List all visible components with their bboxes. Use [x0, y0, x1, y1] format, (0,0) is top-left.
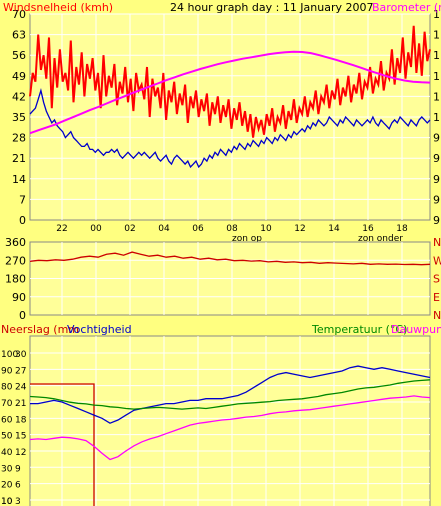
humidity-tick-label: 20 — [1, 481, 13, 491]
rain-tick-label: 27 — [15, 366, 26, 376]
direction-tick-label: 360 — [5, 236, 26, 249]
hour-tick-label: 08 — [226, 224, 238, 234]
direction-grid — [30, 242, 430, 315]
hour-tick-label: 06 — [192, 224, 204, 234]
humidity-tick-label: 10 — [1, 497, 13, 506]
barometer-tick-label: 1 — [433, 70, 440, 83]
compass-tick-label: N — [433, 309, 441, 322]
hour-tick-label: 10 — [260, 224, 272, 234]
barometer-tick-label: 9 — [433, 152, 440, 165]
barometer-tick-label: 9 — [433, 173, 440, 186]
hour-tick-label: 12 — [294, 224, 305, 234]
hour-tick-label: 00 — [90, 224, 102, 234]
chart-title: 24 hour graph day : 11 January 2007 — [170, 1, 374, 14]
hour-tick-label: 18 — [396, 224, 408, 234]
humidity-tick-label: 90 — [1, 366, 13, 376]
barometer-tick-label: 1 — [433, 49, 440, 62]
rain-tick-label: 12 — [15, 448, 26, 458]
dewpoint-axis-label: Dauwpunt — [391, 323, 441, 336]
rain-axis-label: Neerslag (mm — [1, 323, 79, 336]
direction-tick-label: 0 — [19, 309, 26, 322]
direction-tick-label: 180 — [5, 273, 26, 286]
wind-barometer-chart: 0 7 14 21 28 35 42 49 56 63 70 22 00 02 04 06 08 10 12 14 1… — [3, 1, 441, 244]
barometer-tick-label: 1 — [433, 29, 440, 42]
wind-x-tick-labels: 22 00 02 04 06 08 10 12 14 16 18 — [56, 224, 408, 234]
wind-tick-label: 56 — [12, 49, 26, 62]
wind-direction-line — [29, 251, 431, 266]
dewpoint-line — [29, 395, 431, 461]
compass-tick-label: N — [433, 236, 441, 249]
rain-tick-label: 6 — [15, 481, 21, 491]
humidity-tick-label: 40 — [1, 448, 13, 458]
barometer-axis-label: Barometer (mb — [372, 1, 441, 14]
barometer-line — [29, 50, 431, 135]
compass-tick-label: S — [433, 273, 440, 286]
temperature-line — [29, 379, 431, 410]
wind-tick-label: 7 — [19, 193, 26, 206]
wind-tick-label: 42 — [12, 90, 26, 103]
humidity-tick-label: 30 — [1, 464, 13, 474]
rain-tick-label: 30 — [15, 350, 27, 360]
wind-gust-line — [29, 25, 431, 138]
wind-tick-label: 0 — [19, 214, 26, 227]
hour-tick-label: 04 — [158, 224, 170, 234]
barometer-tick-label: 1 — [433, 111, 440, 124]
rain-tick-label: 15 — [15, 432, 26, 442]
wind-tick-label: 63 — [12, 29, 26, 42]
barometer-tick-labels: 9 9 9 9 9 1 1 1 1 1 1 — [433, 8, 440, 227]
rain-tick-label: 9 — [15, 464, 21, 474]
barometer-tick-label: 9 — [433, 132, 440, 145]
barometer-tick-label: 9 — [433, 193, 440, 206]
direction-tick-label: 90 — [12, 291, 26, 304]
wind-average-line — [29, 87, 431, 169]
humidity-line — [30, 365, 431, 424]
wind-tick-label: 70 — [12, 8, 26, 21]
barometer-tick-label: 9 — [433, 214, 440, 227]
wind-axis-label: Windsnelheid (kmh) — [3, 1, 113, 14]
rain-line — [30, 383, 95, 506]
hour-tick-label: 16 — [362, 224, 374, 234]
temperature-axis-label: Temperatuur (°C) — [311, 323, 407, 336]
rain-tick-label: 21 — [15, 399, 26, 409]
humidity-tick-label: 70 — [1, 399, 13, 409]
temperature-plot-area — [29, 335, 431, 506]
wind-tick-label: 21 — [12, 152, 26, 165]
rain-tick-label: 10 — [1, 497, 13, 506]
hour-tick-label: 14 — [328, 224, 340, 234]
wind-tick-label: 49 — [12, 70, 26, 83]
rain-tick-label: 18 — [15, 415, 27, 425]
sunset-annotation: zon onder — [358, 234, 403, 244]
temperature-grid — [30, 336, 430, 506]
barometer-tick-label: 1 — [433, 8, 440, 21]
hour-tick-label: 02 — [124, 224, 135, 234]
wind-axis-ticks: 0 7 14 21 28 35 42 49 56 63 70 — [12, 8, 26, 227]
humidity-tick-label: 50 — [1, 432, 13, 442]
barometer-tick-label: 1 — [433, 90, 440, 103]
direction-tick-label: 270 — [5, 254, 26, 267]
humidity-axis-label: Vochtigheid — [67, 323, 132, 336]
wind-tick-label: 14 — [12, 173, 26, 186]
humidity-tick-label: 60 — [1, 415, 13, 425]
sunrise-annotation: zon op — [232, 234, 262, 244]
hour-tick-label: 22 — [56, 224, 67, 234]
wind-tick-label: 28 — [12, 132, 26, 145]
direction-axis-ticks: 0 90 180 270 360 — [5, 236, 26, 322]
compass-tick-label: W — [433, 254, 441, 267]
humidity-tick-label: 80 — [1, 383, 13, 393]
humidity-tick-label: 100 — [1, 350, 18, 360]
compass-tick-label: E — [433, 291, 440, 304]
rain-humidity-temperature-chart: 1020304050607080901003691215182124273010… — [1, 323, 441, 506]
wind-tick-label: 35 — [12, 111, 26, 124]
rain-tick-label: 24 — [15, 383, 27, 393]
rain-tick-label: 3 — [15, 497, 21, 506]
